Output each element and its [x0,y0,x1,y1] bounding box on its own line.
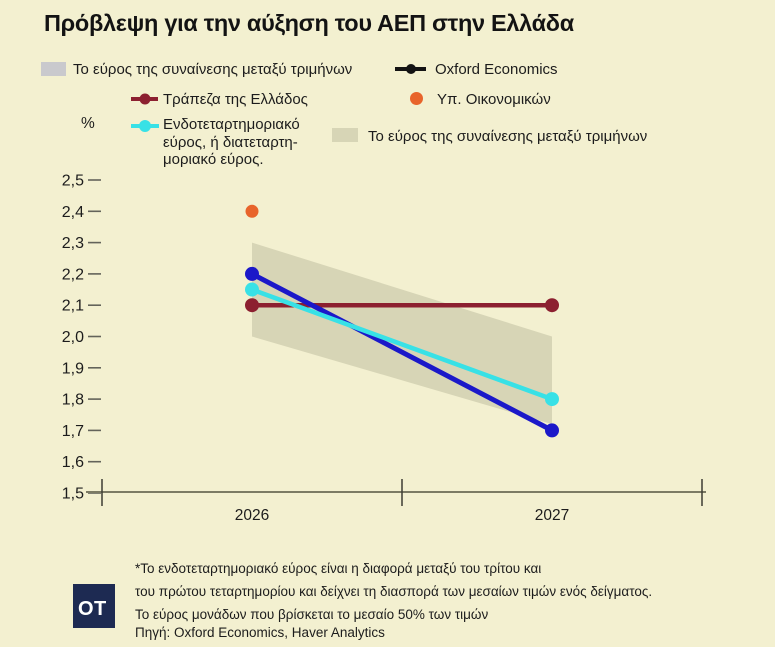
y-axis-tick-label: 2,4 [62,204,84,221]
y-axis-tick-label: 2,5 [62,173,84,190]
consensus-range-grey-swatch-icon [41,62,66,76]
footnote: *Το ενδοτεταρτημοριακό εύρος είναι η δια… [135,557,652,626]
y-axis-tick-label: 1,7 [62,423,84,440]
interquartile-range-line-marker-icon [131,119,159,132]
data-point-bank-of-greece [545,298,559,313]
data-point-interquartile-range [545,392,559,407]
legend-ministry-of-finance-label: Υπ. Οικονομικών [437,91,551,108]
x-axis-category-label: 2027 [535,507,569,524]
footnote-line: του πρώτου τεταρτημορίου και δείχνει τη … [135,584,653,599]
data-point-ministry-of-finance [245,204,259,218]
y-axis-tick-label: 1,5 [62,486,84,503]
ministry-of-finance-dot-icon [410,92,423,105]
footnote-line: *Το ενδοτεταρτημοριακό εύρος είναι η δια… [135,561,542,576]
x-axis-category-label: 2026 [235,507,269,524]
data-point-interquartile-range [245,282,259,297]
y-axis-tick-label: 2,3 [62,235,84,252]
bank-of-greece-line-marker-icon [131,93,158,105]
legend-oxford-economics-label: Oxford Economics [435,61,558,78]
consensus-range-band-swatch-icon [332,128,358,142]
legend-consensus-range-label: Το εύρος της συναίνεσης μεταξύ τριμήνων [73,61,353,78]
data-point-oxford-economics [545,423,559,438]
y-axis-tick-label: 1,6 [62,454,84,471]
ot-logo: OT [73,584,115,628]
y-axis-tick-label: 1,9 [62,360,84,377]
series-line-interquartile-range [251,287,553,402]
consensus-band [252,242,552,425]
y-axis-tick-label: 2,2 [62,266,84,283]
legend-interquartile-range-label: Ενδοτεταρτημοριακό εύρος, ή διατεταρτη- … [163,116,300,169]
legend-bank-of-greece-label: Τράπεζα της Ελλάδος [163,91,308,108]
legend-consensus-band-label: Το εύρος της συναίνεσης μεταξύ τριμήνων [368,128,648,145]
data-point-oxford-economics [245,266,259,281]
y-axis-unit-label: % [81,115,95,132]
oxford-economics-line-marker-icon [395,63,426,75]
series-line-oxford-economics [250,271,554,433]
y-axis-tick-label: 1,8 [62,392,84,409]
data-point-bank-of-greece [245,298,259,313]
footnote-line: Το εύρος μονάδων που βρίσκεται το μεσαίο… [135,607,489,622]
y-axis-tick-label: 2,0 [62,329,84,346]
y-axis-tick-label: 2,1 [62,298,84,315]
source-attribution: Πηγή: Oxford Economics, Haver Analytics [135,625,385,640]
page-title: Πρόβλεψη για την αύξηση του ΑΕΠ στην Ελλ… [44,10,574,36]
